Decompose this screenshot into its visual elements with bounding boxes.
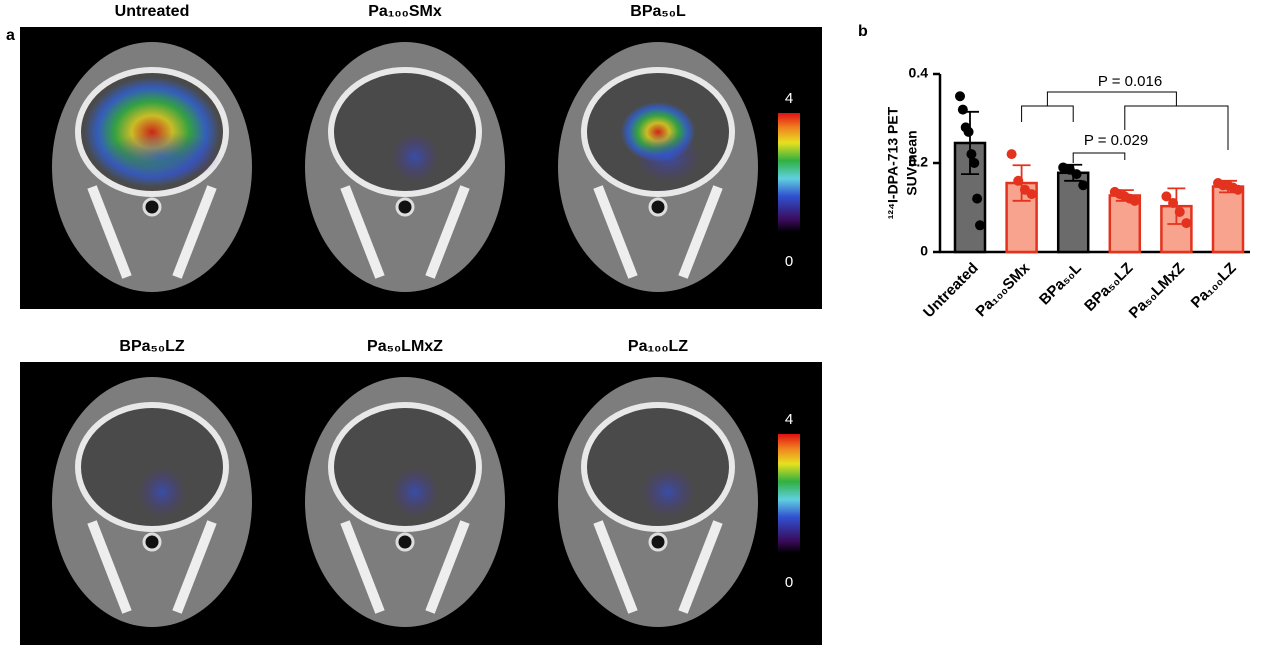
colorbar: [778, 113, 800, 232]
data-point: [1233, 184, 1243, 195]
bracket: [1021, 91, 1229, 150]
image-title: BPa₅₀L: [630, 3, 686, 20]
image-title: Pa₁₀₀SMx: [368, 3, 442, 20]
data-point: [1174, 206, 1185, 217]
data-point: [1013, 175, 1024, 186]
skull: [581, 402, 735, 532]
pet-signal: [641, 467, 695, 517]
image-title: Untreated: [115, 3, 190, 20]
data-point: [1026, 189, 1037, 200]
jaw: [593, 185, 723, 279]
jaw: [340, 520, 470, 614]
data-point: [1161, 191, 1172, 202]
data-point: [972, 193, 983, 204]
y-tick-label: 0.4: [909, 65, 929, 81]
jaw: [87, 185, 217, 279]
bracket: [1072, 152, 1126, 163]
panel-label: a: [6, 27, 15, 44]
data-point: [1071, 169, 1082, 180]
panel-label: b: [858, 23, 868, 40]
annotation: P = 0.029: [1084, 132, 1148, 149]
data-point: [1129, 195, 1140, 206]
y-tick-label: 0.2: [909, 154, 929, 170]
x-tick-label: Untreated: [920, 260, 982, 322]
airway: [395, 197, 415, 217]
jaw: [340, 185, 470, 279]
image-title: Pa₁₀₀LZ: [628, 338, 688, 355]
y-axis-label: SUVmean: [904, 130, 920, 195]
data-point: [975, 220, 985, 231]
data-point: [966, 149, 977, 160]
colorbar-label: 4: [785, 90, 793, 107]
y-tick-label: 0: [920, 243, 928, 259]
skull: [328, 67, 482, 197]
data-point: [1181, 218, 1192, 229]
data-point: [1006, 149, 1017, 160]
data-point: [1078, 180, 1089, 191]
annotation: P = 0.016: [1098, 73, 1162, 90]
airway: [648, 532, 668, 552]
colorbar-label: 4: [785, 411, 793, 428]
pet-signal: [138, 467, 186, 517]
jaw: [593, 520, 723, 614]
data-point: [1168, 198, 1179, 209]
pet-signal: [635, 132, 701, 182]
data-point: [969, 158, 980, 168]
x-tick-label: BPa₅₀L: [1036, 260, 1085, 309]
y-axis-label: ¹²⁴I-DPA-713 PET: [885, 106, 901, 219]
bar: [1211, 185, 1245, 254]
data-point: [957, 104, 968, 115]
data-point: [963, 126, 974, 137]
x-tick-label: Pa₁₀₀SMx: [972, 259, 1033, 320]
image-title: Pa₅₀LMxZ: [367, 338, 443, 355]
data-point: [955, 91, 965, 102]
airway: [142, 197, 162, 217]
x-tick-label: Pa₁₀₀LZ: [1188, 260, 1240, 312]
colorbar: [778, 434, 800, 553]
pet-signal: [391, 132, 439, 182]
skull: [75, 402, 229, 532]
airway: [395, 532, 415, 552]
colorbar-label: 0: [785, 253, 793, 270]
jaw: [87, 520, 217, 614]
x-tick-label: Pa₅₀LMxZ: [1126, 260, 1188, 322]
airway: [648, 197, 668, 217]
pet-signal: [391, 467, 439, 517]
colorbar-label: 0: [785, 574, 793, 591]
pet-signal: [102, 132, 222, 182]
airway: [142, 532, 162, 552]
skull: [328, 402, 482, 532]
image-title: BPa₅₀LZ: [119, 338, 184, 355]
